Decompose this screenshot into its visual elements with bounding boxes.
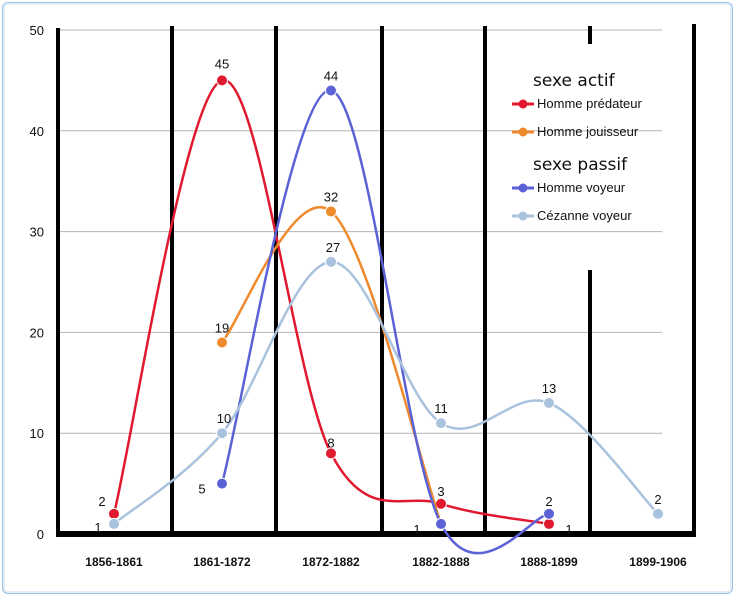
- data-label-3-0: 1: [94, 520, 101, 535]
- data-label-2-1: 5: [198, 482, 205, 497]
- legend-heading-1: sexe passif: [533, 155, 628, 175]
- data-label-0-0: 2: [98, 494, 105, 509]
- y-axis-ticks: 0 10 20 30 40 50: [30, 23, 44, 542]
- point-3-3: [435, 417, 447, 430]
- point-0-3: [435, 497, 447, 510]
- legend-swatch-marker: [518, 211, 528, 221]
- data-label-1-2: 32: [324, 189, 338, 204]
- data-label-3-4: 13: [542, 381, 556, 396]
- legend-item-0-1: Homme jouisseur: [512, 124, 639, 139]
- grid-lines: [56, 24, 696, 537]
- data-label-0-2: 8: [327, 435, 334, 450]
- point-3-4: [543, 396, 555, 409]
- point-3-2: [325, 255, 337, 268]
- y-tick-label-50: 50: [30, 23, 44, 38]
- point-0-0: [108, 507, 120, 520]
- point-0-4: [543, 517, 555, 530]
- y-tick-label-0: 0: [37, 527, 44, 542]
- data-label-0-1: 45: [215, 56, 229, 71]
- series-2: 5 44 2: [198, 68, 555, 555]
- point-3-5: [652, 507, 664, 520]
- data-label-3-2: 27: [326, 240, 340, 255]
- point-1-1: [216, 336, 228, 349]
- data-label-2-2: 44: [324, 68, 338, 83]
- series-line-3: [113, 260, 659, 525]
- series-0: 2 45 8 3 1: [98, 56, 572, 537]
- legend-label: Homme voyeur: [537, 180, 626, 195]
- point-0-2: [325, 447, 337, 460]
- x-tick-label-3: 1882-1888: [412, 555, 470, 569]
- point-2-3: [435, 517, 447, 530]
- legend-label: Cézanne voyeur: [537, 208, 632, 223]
- point-2-1: [216, 477, 228, 490]
- legend-swatch-marker: [518, 127, 528, 137]
- point-3-1: [216, 427, 228, 440]
- legend-item-1-0: Homme voyeur: [512, 180, 626, 195]
- data-label-3-1: 10: [217, 411, 231, 426]
- legend-swatch-marker: [518, 99, 528, 109]
- x-axis-ticks: 1856-1861 1861-1872 1872-1882 1882-1888 1888…: [85, 555, 687, 569]
- legend-swatch-marker: [518, 183, 528, 193]
- data-label-2-4: 2: [545, 494, 552, 509]
- x-tick-label-0: 1856-1861: [85, 555, 143, 569]
- data-label-0-3: 3: [437, 484, 444, 499]
- point-3-0: [108, 517, 120, 530]
- y-tick-label-20: 20: [30, 325, 44, 340]
- point-1-2: [325, 205, 337, 218]
- y-tick-label-40: 40: [30, 124, 44, 139]
- legend-label: Homme prédateur: [537, 96, 642, 111]
- x-tick-label-2: 1872-1882: [302, 555, 360, 569]
- x-tick-label-5: 1899-1906: [629, 555, 687, 569]
- data-label-3-5: 2: [654, 492, 661, 507]
- legend-label: Homme jouisseur: [537, 124, 639, 139]
- x-tick-label-1: 1861-1872: [193, 555, 251, 569]
- data-label-3-3: 11: [434, 401, 448, 416]
- data-label-1-1: 19: [215, 320, 229, 335]
- data-label-1-3: 1: [413, 522, 420, 537]
- data-label-0-4: 1: [565, 522, 572, 537]
- legend-heading-0: sexe actif: [533, 71, 616, 91]
- point-2-4: [543, 507, 555, 520]
- point-2-2: [325, 84, 337, 97]
- series-line-2: [220, 89, 550, 555]
- legend: sexe actif Homme prédateur Homme jouisseur…: [512, 71, 642, 223]
- legend-item-1-1: Cézanne voyeur: [512, 208, 632, 223]
- x-tick-label-4: 1888-1899: [520, 555, 578, 569]
- legend-item-0-0: Homme prédateur: [512, 96, 642, 111]
- y-tick-label-30: 30: [30, 225, 44, 240]
- y-tick-label-10: 10: [30, 426, 44, 441]
- point-0-1: [216, 74, 228, 87]
